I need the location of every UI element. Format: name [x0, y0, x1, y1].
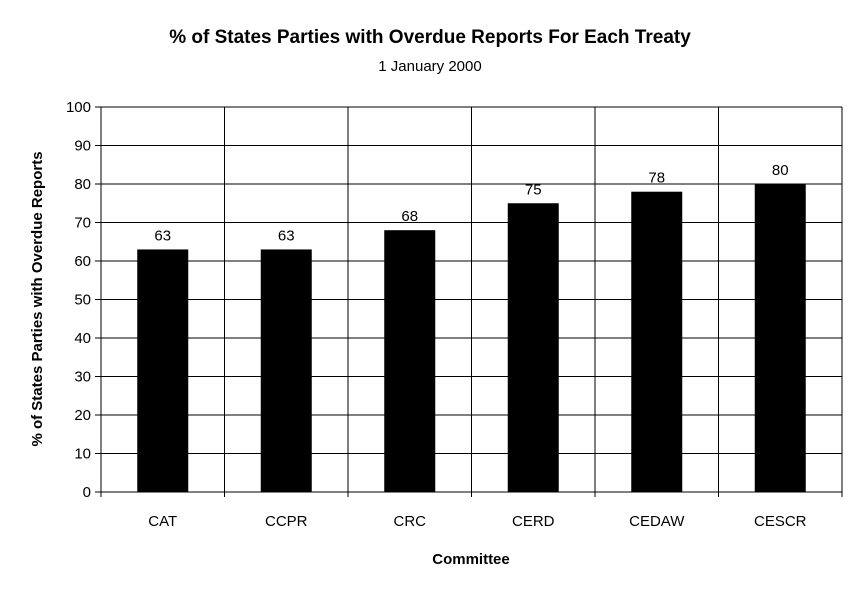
- data-labels: 63 63 68 75 78 80: [154, 162, 788, 244]
- bar-crc: [384, 230, 436, 492]
- chart-title: % of States Parties with Overdue Reports…: [169, 27, 691, 48]
- bar-cescr: [754, 184, 806, 492]
- bar-cat: [137, 249, 189, 492]
- x-tick-labels: CAT CCPR CRC CERD CEDAW CESCR: [148, 513, 806, 530]
- x-tick-label: CERD: [512, 513, 555, 530]
- bars: [137, 184, 806, 492]
- data-label: 80: [772, 162, 789, 179]
- y-tick-label: 0: [83, 484, 91, 501]
- axes: [95, 106, 843, 497]
- y-tick-label: 80: [74, 176, 91, 193]
- x-tick-label: CEDAW: [629, 513, 685, 530]
- x-tick-label: CCPR: [265, 513, 308, 530]
- bar-cerd: [507, 203, 559, 492]
- y-tick-label: 50: [74, 292, 91, 309]
- x-tick-label: CAT: [148, 513, 177, 530]
- y-tick-label: 90: [74, 138, 91, 155]
- y-tick-label: 100: [66, 99, 91, 116]
- data-label: 78: [648, 170, 665, 187]
- data-label: 63: [278, 227, 295, 244]
- y-tick-label: 40: [74, 330, 91, 347]
- y-tick-labels: 0 10 20 30 40 50 60 70 80 90 100: [66, 99, 91, 501]
- bar-cedaw: [631, 191, 683, 492]
- x-axis-title: Committee: [432, 551, 510, 568]
- x-tick-label: CRC: [394, 513, 427, 530]
- y-tick-label: 70: [74, 215, 91, 232]
- gridlines: [101, 106, 842, 492]
- data-label: 75: [525, 181, 542, 198]
- data-label: 68: [401, 208, 418, 225]
- y-tick-label: 20: [74, 407, 91, 424]
- chart-subtitle: 1 January 2000: [378, 58, 482, 75]
- data-label: 63: [154, 227, 171, 244]
- y-tick-label: 30: [74, 369, 91, 386]
- y-axis-title: % of States Parties with Overdue Reports: [29, 151, 46, 446]
- y-tick-label: 10: [74, 446, 91, 463]
- bar-ccpr: [260, 249, 312, 492]
- x-tick-label: CESCR: [754, 513, 807, 530]
- y-tick-label: 60: [74, 253, 91, 270]
